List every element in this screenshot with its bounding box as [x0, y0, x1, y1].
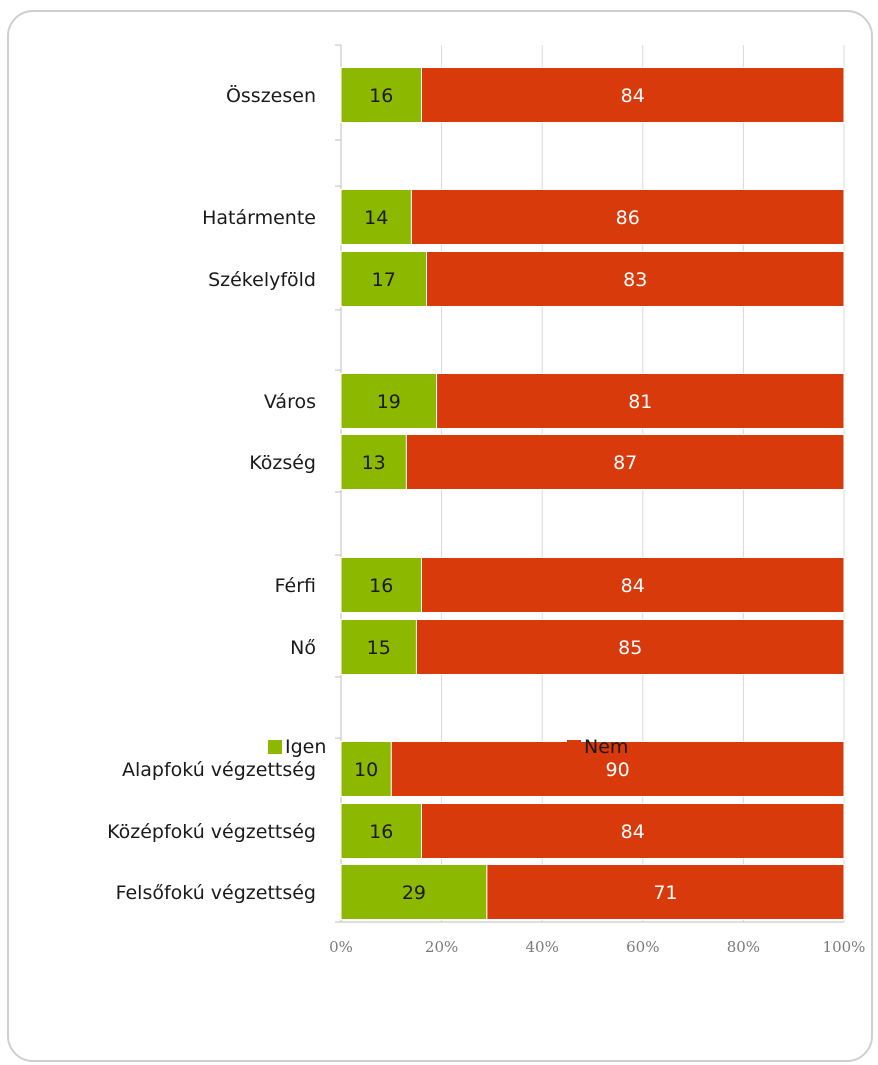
- data-label-nem-6: 85: [618, 637, 642, 659]
- x-tick-label-5: 100%: [823, 938, 866, 956]
- category-label-1: Határmente: [202, 207, 316, 229]
- data-label-nem-7: 90: [606, 759, 630, 781]
- data-label-igen-2: 17: [372, 269, 396, 291]
- data-label-igen-5: 16: [369, 575, 393, 597]
- bar-igen-2: [340, 251, 428, 307]
- bar-nem-0: [420, 67, 845, 123]
- category-label-5: Férfi: [275, 575, 316, 597]
- x-axis: 0% 20% 40% 60% 80% 100%: [329, 938, 865, 956]
- x-tick-label-4: 80%: [727, 938, 760, 956]
- bar-nem-6: [415, 619, 845, 675]
- data-label-igen-8: 16: [369, 821, 393, 843]
- category-label-8: Középfokú végzettség: [107, 821, 316, 843]
- data-label-nem-0: 84: [621, 85, 645, 107]
- data-label-igen-7: 10: [354, 759, 378, 781]
- data-label-igen-0: 16: [369, 85, 393, 107]
- bar-nem-8: [420, 803, 845, 859]
- bars: 16 84 14 86 17 83 19 81 13 87 16 84 15 85 10 90 16 84 29 71: [340, 67, 845, 920]
- x-tick-label-2: 40%: [526, 938, 559, 956]
- bar-nem-3: [436, 373, 845, 429]
- data-label-igen-4: 13: [362, 452, 386, 474]
- data-label-nem-1: 86: [616, 207, 640, 229]
- bar-nem-2: [426, 251, 845, 307]
- bar-igen-9: [340, 864, 488, 920]
- data-label-igen-3: 19: [377, 391, 401, 413]
- bar-nem-5: [420, 557, 845, 613]
- data-label-igen-9: 29: [402, 882, 426, 904]
- data-label-igen-1: 14: [364, 207, 388, 229]
- category-label-6: Nő: [290, 637, 316, 659]
- bar-igen-3: [340, 373, 438, 429]
- bar-igen-0: [340, 67, 422, 123]
- category-labels: Összesen Határmente Székelyföld Város Község…: [107, 84, 316, 904]
- data-label-nem-4: 87: [613, 452, 637, 474]
- bar-nem-9: [486, 864, 845, 920]
- data-label-nem-8: 84: [621, 821, 645, 843]
- bar-igen-7: [340, 741, 392, 797]
- data-label-nem-3: 81: [628, 391, 652, 413]
- data-label-nem-9: 71: [653, 882, 677, 904]
- x-tick-label-1: 20%: [425, 938, 458, 956]
- x-tick-label-0: 0%: [329, 938, 353, 956]
- data-label-nem-2: 83: [623, 269, 647, 291]
- category-label-7: Alapfokú végzettség: [122, 759, 316, 781]
- category-label-2: Székelyföld: [208, 269, 316, 291]
- bar-nem-7: [390, 741, 845, 797]
- category-label-4: Község: [249, 452, 316, 474]
- data-label-igen-6: 15: [367, 637, 391, 659]
- category-label-9: Felsőfokú végzettség: [116, 882, 316, 904]
- x-tick-label-3: 60%: [626, 938, 659, 956]
- bar-igen-8: [340, 803, 422, 859]
- category-label-0: Összesen: [226, 84, 316, 107]
- bar-igen-4: [340, 434, 407, 490]
- data-label-nem-5: 84: [621, 575, 645, 597]
- bar-nem-4: [405, 434, 845, 490]
- category-label-3: Város: [264, 391, 316, 413]
- bar-nem-1: [410, 189, 845, 245]
